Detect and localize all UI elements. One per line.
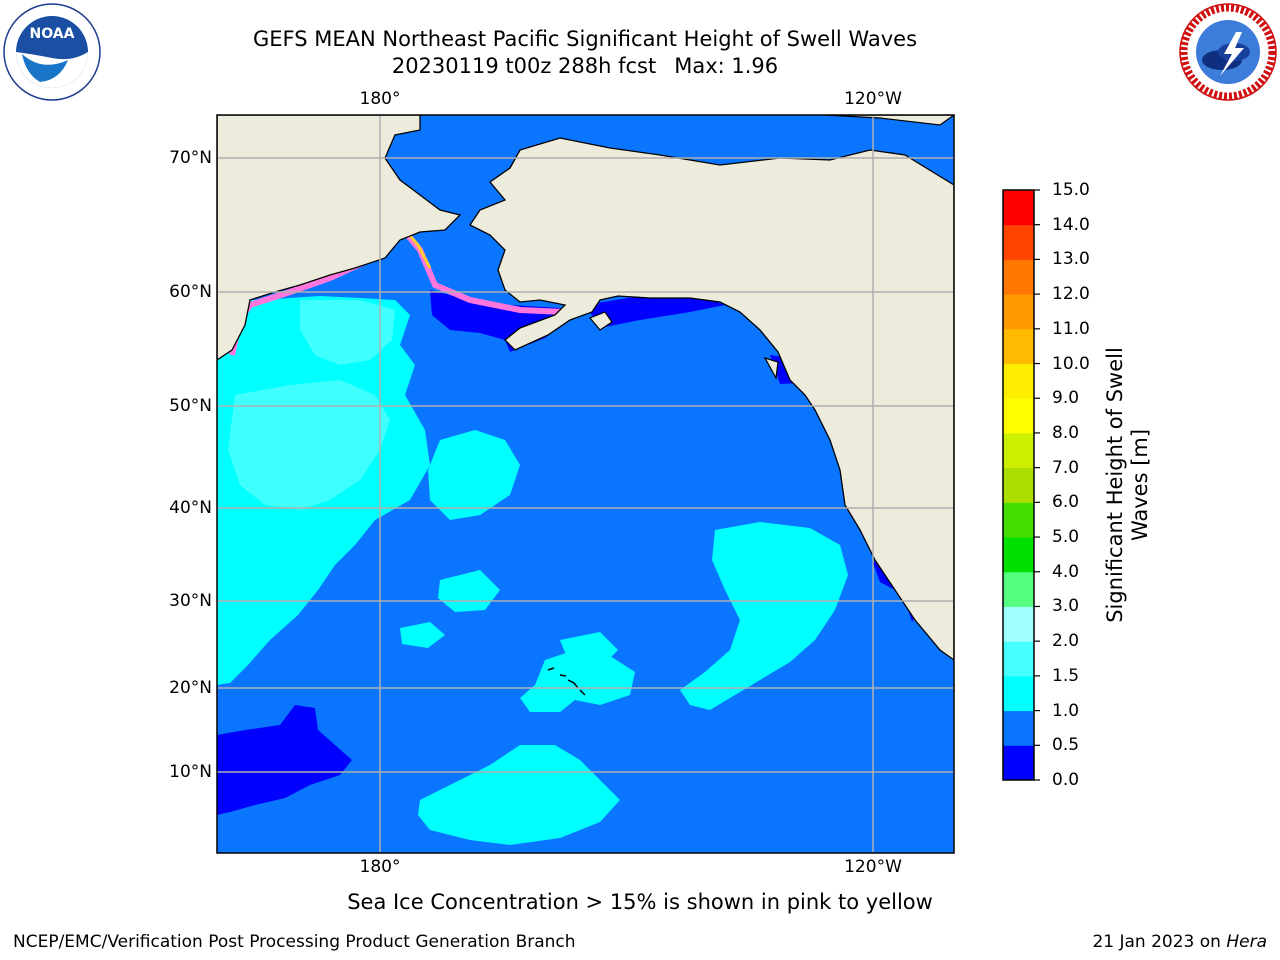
colorbar-swatch bbox=[1003, 259, 1034, 295]
lat-label-70n: 70°N bbox=[169, 148, 212, 168]
chart-title: GEFS MEAN Northeast Pacific Significant … bbox=[252, 27, 918, 51]
lon-label-top-180: 180° bbox=[359, 89, 401, 109]
colorbar-frame bbox=[1002, 189, 1035, 781]
colorbar-tick-label: 2.0 bbox=[1052, 631, 1080, 652]
chart-subtitle: 20230119 t00z 288h fcst Max: 1.96 bbox=[0, 54, 1170, 78]
swell-1-0-1-5m-region-east bbox=[680, 522, 848, 710]
colorbar-tick-label: 15.0 bbox=[1052, 180, 1090, 200]
noaa-logo: NOAA bbox=[3, 3, 101, 101]
colorbar-swatch bbox=[1003, 571, 1034, 607]
map-frame bbox=[216, 114, 955, 854]
colorbar-tick-label: 5.0 bbox=[1052, 527, 1080, 548]
lon-label-bottom-120w: 120°W bbox=[844, 857, 902, 877]
colorbar-tick-label: 7.0 bbox=[1052, 457, 1080, 478]
swell-0-0-0-5m-region-southwest bbox=[217, 705, 352, 815]
colorbar-swatch bbox=[1003, 467, 1034, 503]
lat-label-60n: 60°N bbox=[169, 282, 212, 302]
swell-1-5-2-0m-region-north bbox=[300, 300, 395, 365]
colorbar-tick-label: 12.0 bbox=[1052, 284, 1090, 305]
lon-label-bottom-180: 180° bbox=[359, 857, 401, 877]
colorbar-tick-label: 0.0 bbox=[1052, 770, 1080, 790]
land-north-america bbox=[469, 137, 954, 661]
colorbar-swatch bbox=[1003, 363, 1034, 399]
colorbar-tick-label: 0.5 bbox=[1052, 735, 1080, 756]
colorbar-tick-label: 1.0 bbox=[1052, 700, 1080, 721]
colorbar-title-line2: Waves [m] bbox=[1128, 428, 1152, 542]
lat-label-30n: 30°N bbox=[169, 591, 212, 611]
colorbar-title: Significant Height of Swell Waves [m] bbox=[1103, 347, 1153, 623]
lat-label-10n: 10°N bbox=[169, 762, 212, 782]
colorbar-tick-label: 13.0 bbox=[1052, 249, 1090, 270]
colorbar-swatch bbox=[1003, 294, 1034, 330]
land-siberia bbox=[217, 115, 462, 361]
colorbar-swatch bbox=[1003, 190, 1034, 226]
svg-text:NOAA: NOAA bbox=[30, 26, 75, 42]
colorbar-swatch bbox=[1003, 328, 1034, 365]
colorbar-swatch bbox=[1003, 745, 1034, 781]
map-gridlines bbox=[217, 115, 954, 853]
footer-date: 21 Jan 2023 on Hera bbox=[1092, 932, 1267, 952]
max-value-label: Max: 1.96 bbox=[674, 54, 779, 78]
colorbar-swatch bbox=[1003, 502, 1034, 538]
colorbar-tick-label: 4.0 bbox=[1052, 561, 1080, 582]
swell-1-0-1-5m-region-hawaii bbox=[520, 650, 635, 712]
colorbar-tick-label: 14.0 bbox=[1052, 214, 1090, 235]
colorbar-tick-label: 8.0 bbox=[1052, 422, 1080, 443]
swell-1-5-2-0m-region bbox=[228, 380, 390, 510]
land-alaska-southeast-islands bbox=[589, 115, 954, 380]
colorbar-tick-label: 1.5 bbox=[1052, 665, 1080, 686]
swell-1-0-1-5m-patches-30n bbox=[400, 570, 618, 668]
lat-label-20n: 20°N bbox=[169, 678, 212, 698]
colorbar-swatch bbox=[1003, 537, 1034, 573]
colorbar-tick-label: 6.0 bbox=[1052, 492, 1080, 513]
colorbar-tick-label: 3.0 bbox=[1052, 596, 1080, 617]
footer-date-text: 21 Jan 2023 on bbox=[1092, 932, 1227, 952]
lon-label-top-120w: 120°W bbox=[844, 89, 902, 109]
swell-1-0-1-5m-region-central bbox=[428, 430, 520, 520]
colorbar-swatch bbox=[1003, 606, 1034, 642]
swell-1-0-1-5m-region-south bbox=[418, 745, 620, 845]
colorbar-swatch bbox=[1003, 432, 1034, 469]
colorbar-tick-label: 9.0 bbox=[1052, 388, 1080, 409]
colorbar bbox=[1002, 189, 1040, 781]
colorbar-swatch bbox=[1003, 398, 1034, 434]
footer-organization: NCEP/EMC/Verification Post Processing Pr… bbox=[13, 932, 576, 952]
sea-ice-note: Sea Ice Concentration > 15% is shown in … bbox=[347, 890, 933, 914]
land-hawaiian-islands bbox=[547, 667, 586, 696]
colorbar-swatch bbox=[1003, 224, 1034, 260]
forecast-run-label: 20230119 t00z 288h fcst bbox=[391, 54, 657, 78]
colorbar-title-line1: Significant Height of Swell bbox=[1103, 347, 1127, 623]
colorbar-tick-label: 10.0 bbox=[1052, 353, 1090, 374]
footer-host: Hera bbox=[1226, 932, 1267, 952]
colorbar-tick-label: 11.0 bbox=[1052, 318, 1090, 339]
nws-logo bbox=[1179, 3, 1277, 101]
colorbar-swatch bbox=[1003, 675, 1034, 712]
colorbar-swatch bbox=[1003, 710, 1034, 746]
colorbar-swatch bbox=[1003, 641, 1034, 677]
lat-label-40n: 40°N bbox=[169, 498, 212, 518]
lat-label-50n: 50°N bbox=[169, 396, 212, 416]
